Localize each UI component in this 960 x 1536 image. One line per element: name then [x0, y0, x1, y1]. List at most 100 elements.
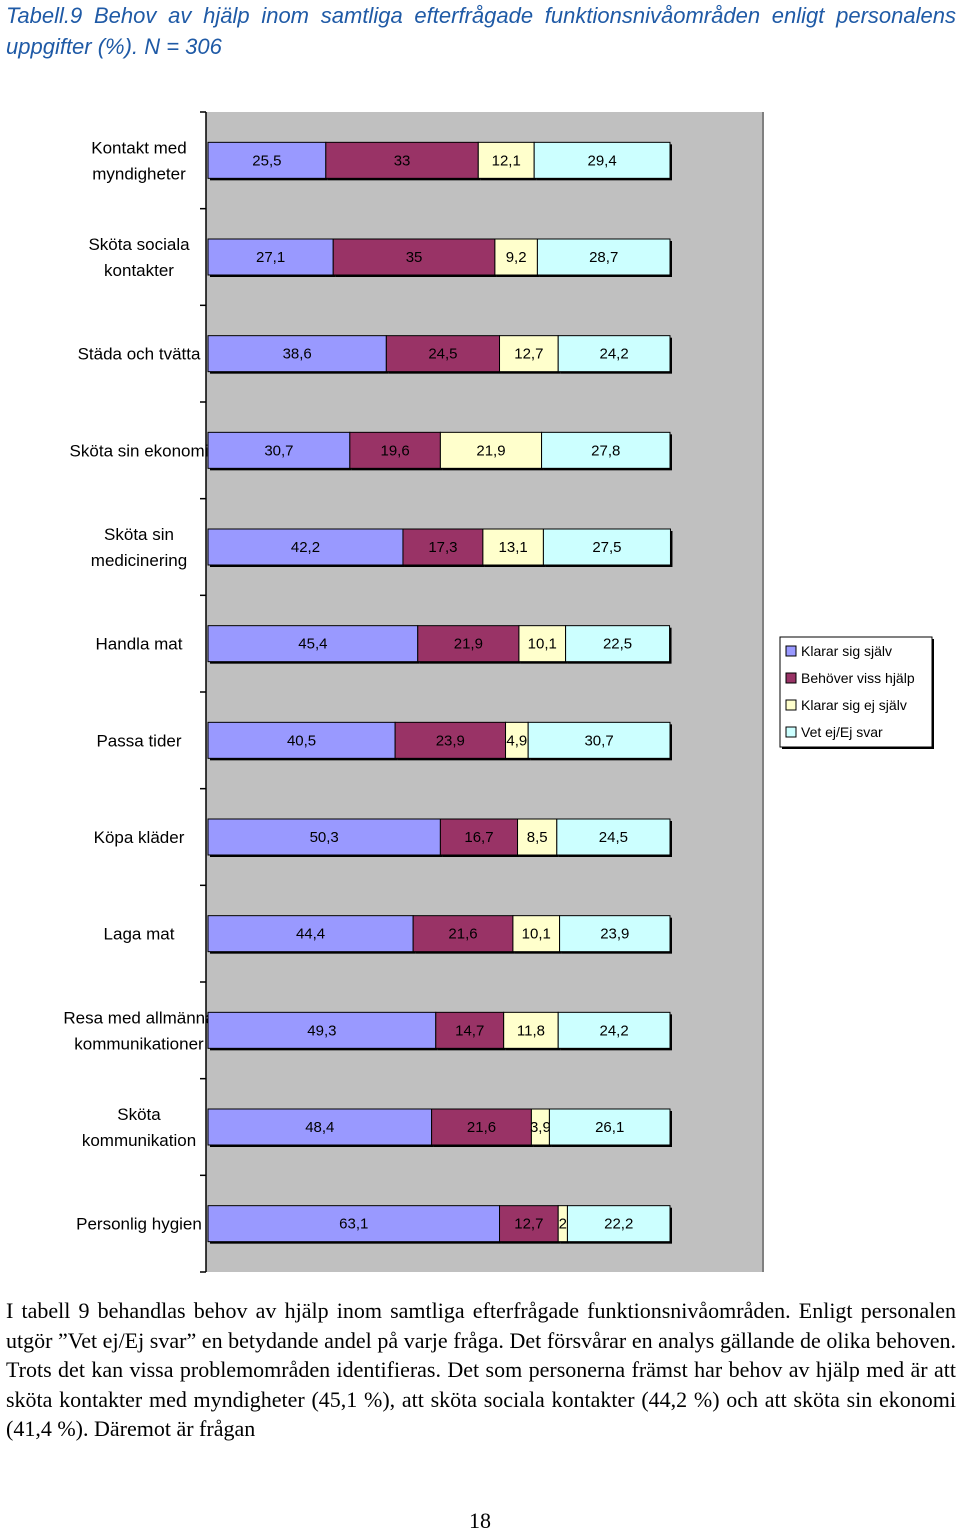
data-label: 13,1 [499, 539, 528, 556]
bar-segment [394, 721, 507, 759]
data-label: 29,4 [587, 152, 616, 169]
category-label: Städa och tvätta [78, 345, 201, 364]
data-label: 25,5 [252, 152, 281, 169]
bar-segment [207, 528, 404, 566]
data-label: 10,1 [528, 636, 557, 653]
data-label: 30,7 [264, 442, 293, 459]
bar-segment [207, 1108, 433, 1146]
legend-label: Klarar sig ej själv [801, 697, 907, 713]
bar-segment [417, 625, 520, 663]
stacked-bar-chart: Kontakt med myndigheter 25,5 33 12,1 29,4 Sköt… [63, 111, 934, 1273]
data-label: 11,8 [517, 1022, 545, 1039]
data-label: 24,2 [599, 346, 628, 363]
data-label: 30,7 [584, 732, 613, 749]
data-label: 22,5 [603, 636, 632, 653]
data-label: 28,7 [589, 249, 618, 266]
category-label: Sköta [117, 1105, 161, 1124]
data-label: 49,3 [307, 1022, 336, 1039]
category-label: Sköta sin [104, 525, 174, 544]
data-label: 10,1 [522, 926, 551, 943]
data-label: 3,9 [530, 1119, 551, 1136]
data-label: 21,6 [467, 1119, 496, 1136]
bar-segment [494, 238, 538, 276]
data-label: 35 [406, 249, 423, 266]
legend-swatch [785, 726, 797, 738]
data-label: 21,9 [454, 636, 483, 653]
data-label: 17,3 [428, 539, 457, 556]
data-label: 21,6 [448, 926, 477, 943]
bar-segment [566, 1205, 671, 1243]
category-label: Köpa kläder [94, 828, 185, 847]
bar-segment [435, 1011, 505, 1049]
category-label: Passa tider [96, 731, 181, 750]
data-label: 27,5 [592, 539, 621, 556]
bar-segment [207, 141, 327, 179]
bar-segment [548, 1108, 671, 1146]
data-label: 12,7 [514, 346, 543, 363]
legend-swatch [785, 645, 797, 657]
bar-segment [207, 1011, 437, 1049]
category-label: kommunikationer [74, 1034, 204, 1053]
data-label: 23,9 [600, 926, 629, 943]
data-label: 24,5 [599, 829, 628, 846]
data-label: 4,9 [506, 732, 527, 749]
plot-area [206, 112, 762, 1272]
bar-segment [349, 431, 441, 469]
legend-label: Vet ej/Ej svar [801, 724, 883, 740]
category-label: myndigheter [92, 164, 186, 183]
data-label: 19,6 [381, 442, 410, 459]
category-label: kontakter [104, 261, 174, 280]
bar-segment [556, 818, 671, 856]
bar-segment [325, 141, 479, 179]
bar-segment [207, 915, 414, 953]
data-label: 63,1 [339, 1216, 368, 1233]
data-label: 26,1 [595, 1119, 624, 1136]
category-label: Handla mat [96, 635, 183, 654]
legend-label: Klarar sig själv [801, 643, 892, 659]
data-label: 44,4 [296, 926, 325, 943]
bar-segment [207, 1205, 501, 1243]
data-label: 48,4 [305, 1119, 334, 1136]
bar-segment [207, 625, 419, 663]
data-label: 12,7 [514, 1216, 543, 1233]
bar-segment [482, 528, 544, 566]
data-label: 2 [559, 1216, 567, 1233]
bar-segment [503, 1011, 559, 1049]
category-label: Resa med allmänna [63, 1008, 215, 1027]
data-label: 14,7 [455, 1022, 484, 1039]
bar-segment [542, 528, 671, 566]
bar-segment [559, 915, 671, 953]
category-label: Personlig hygien [76, 1215, 202, 1234]
bar-segment [385, 335, 501, 373]
legend-swatch [785, 672, 797, 684]
data-label: 23,9 [436, 732, 465, 749]
bar-segment [557, 1011, 671, 1049]
data-label: 24,5 [428, 346, 457, 363]
bar-segment [512, 915, 561, 953]
table-caption: Tabell.9 Behov av hjälp inom samtliga ef… [6, 0, 956, 62]
bar-segment [402, 528, 484, 566]
data-label: 38,6 [283, 346, 312, 363]
data-label: 22,2 [604, 1216, 633, 1233]
data-label: 45,4 [298, 636, 327, 653]
bar-segment [541, 431, 671, 469]
bar-segment [557, 335, 671, 373]
caption-title: Tabell.9 Behov av hjälp inom samtliga ef… [6, 3, 956, 59]
bar-segment [527, 721, 671, 759]
page-number: 18 [469, 1508, 491, 1533]
bar-segment [533, 141, 671, 179]
body-paragraph: I tabell 9 behandlas behov av hjälp inom… [6, 1298, 956, 1441]
bar-segment [565, 625, 671, 663]
bar-segment [518, 625, 567, 663]
bar-segment [477, 141, 535, 179]
bar-segment [536, 238, 671, 276]
data-label: 16,7 [464, 829, 493, 846]
data-label: 9,2 [506, 249, 527, 266]
category-label: medicinering [91, 551, 187, 570]
category-label: Kontakt med [91, 138, 186, 157]
bar-segment [439, 431, 543, 469]
category-label: Sköta sin ekonomi [70, 441, 209, 460]
data-label: 8,5 [527, 829, 548, 846]
bar-segment [207, 431, 351, 469]
data-label: 50,3 [310, 829, 339, 846]
